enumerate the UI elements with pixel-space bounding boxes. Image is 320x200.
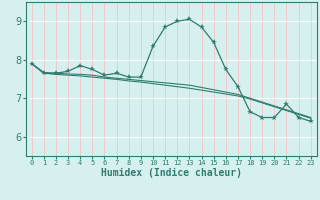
X-axis label: Humidex (Indice chaleur): Humidex (Indice chaleur) — [101, 168, 242, 178]
